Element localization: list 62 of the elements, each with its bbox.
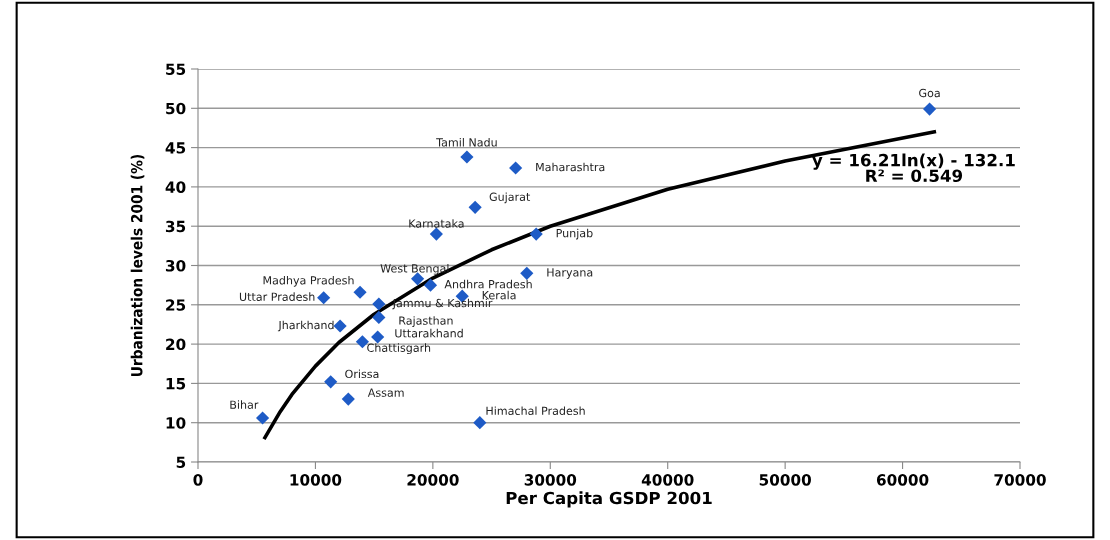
point — [371, 330, 385, 344]
point — [341, 392, 355, 406]
point — [353, 285, 367, 299]
annotation: Andhra Pradesh — [444, 279, 532, 289]
point — [473, 416, 487, 430]
annotation: Assam — [367, 388, 404, 397]
annotation: Goa — [919, 88, 940, 98]
y-tick-label: 20 — [166, 338, 186, 351]
annotation: Jammu & Kashmir — [392, 298, 493, 310]
annotation: y = 16.21ln(x) - 132.1 R² = 0.549 — [812, 153, 1015, 183]
point — [509, 161, 523, 175]
point — [324, 375, 338, 389]
annotation: West Bengal — [380, 263, 449, 275]
x-tick-label: 0 — [193, 474, 203, 486]
annotation: Gujarat — [489, 192, 531, 204]
point — [372, 310, 386, 324]
y-tick-label: 10 — [166, 417, 186, 429]
y-tick-label: 45 — [165, 142, 186, 154]
y-tick-label: 40 — [165, 181, 186, 193]
y-tick-label: 5 — [176, 456, 186, 469]
point — [256, 411, 270, 425]
annotation: Karnataka — [409, 219, 464, 228]
point — [372, 297, 386, 311]
annotation: Maharashtra — [536, 162, 605, 172]
annotation: Chattisgarh — [367, 343, 431, 355]
x-tick-label: 10000 — [290, 474, 342, 486]
annotation: Bihar — [230, 400, 259, 409]
y-tick-label: 50 — [166, 102, 186, 115]
x-tick-label: 20000 — [407, 474, 459, 486]
point — [429, 227, 443, 241]
y-tick-label: 15 — [166, 378, 186, 390]
point — [317, 291, 331, 305]
y-tick-label: 25 — [166, 299, 186, 311]
point — [355, 335, 369, 349]
annotation: Madhya Pradesh — [263, 275, 354, 287]
annotation: Uttar Pradesh — [239, 292, 315, 301]
annotation: Orissa — [345, 369, 379, 379]
annotation: Kerala — [482, 290, 516, 300]
x-tick-label: 30000 — [524, 474, 577, 486]
x-axis-title: Per Capita GSDP 2001 — [506, 491, 712, 508]
y-tick-label: 55 — [166, 63, 186, 76]
point — [520, 266, 534, 280]
x-tick-label: 40000 — [641, 474, 694, 486]
annotation: Punjab — [556, 228, 593, 240]
y-tick-label: 30 — [165, 259, 186, 272]
y-axis-title: Urbanization levels 2001 (%) — [130, 154, 145, 376]
point — [529, 227, 543, 241]
annotation: Himachal Pradesh — [486, 406, 585, 415]
point — [922, 102, 937, 116]
annotation: Rajasthan — [399, 316, 453, 327]
x-tick-label: 50000 — [759, 474, 811, 486]
annotation: Haryana — [547, 268, 593, 279]
point — [460, 150, 474, 164]
point — [423, 278, 438, 292]
point — [333, 319, 347, 333]
y-tick-label: 35 — [165, 220, 186, 233]
annotation: Uttarakhand — [395, 328, 463, 338]
annotation: Tamil Nadu — [436, 137, 497, 147]
annotation: Jharkhand — [277, 320, 334, 332]
point — [468, 200, 482, 214]
x-tick-label: 70000 — [994, 474, 1046, 486]
x-tick-label: 60000 — [876, 474, 929, 486]
